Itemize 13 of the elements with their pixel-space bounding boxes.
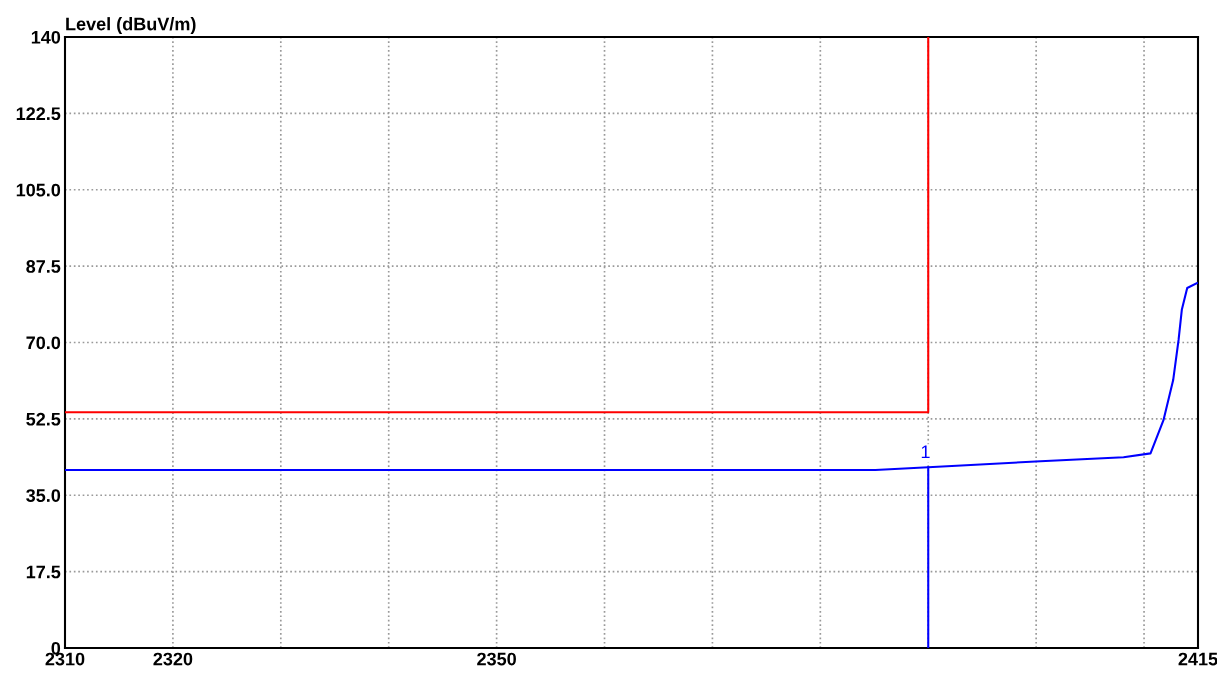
y-tick-label: 87.5 xyxy=(26,260,61,273)
y-tick-label: 122.5 xyxy=(16,107,61,121)
y-tick-label: 140 xyxy=(31,30,61,44)
annotation: 1 xyxy=(921,445,930,459)
x-tick-label: 2350 xyxy=(477,652,516,666)
y-tick-label: 105.0 xyxy=(16,183,61,197)
y-tick-label: 17.5 xyxy=(26,565,61,579)
y-tick-label: 35.0 xyxy=(26,489,61,502)
y-tick-label: 70.0 xyxy=(26,336,61,350)
x-tick-label: 2415 xyxy=(1178,652,1217,666)
y-tick-label: 52.5 xyxy=(26,412,61,426)
x-tick-label: 2320 xyxy=(153,652,193,666)
y-axis-title: Level (dBuV/m) xyxy=(66,17,196,34)
